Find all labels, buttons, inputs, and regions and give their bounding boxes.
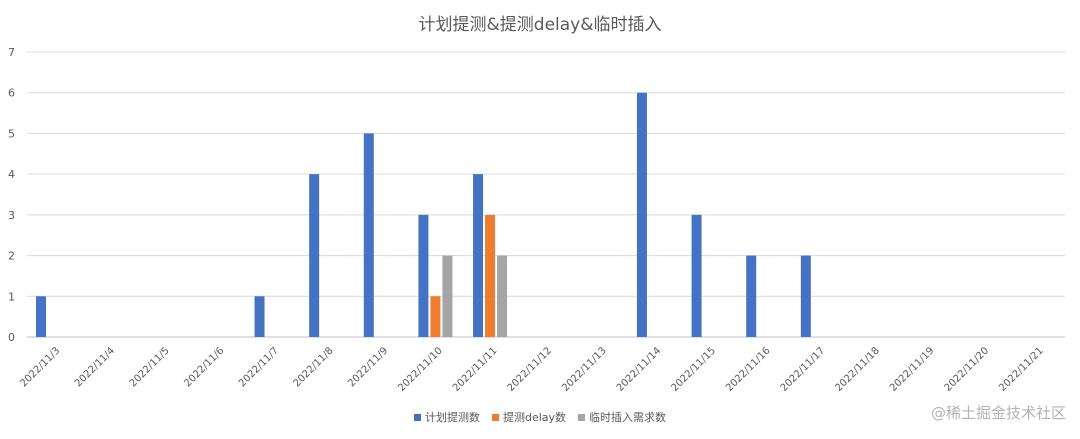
x-tick-label: 2022/11/12	[506, 345, 555, 394]
legend-label: 临时插入需求数	[589, 411, 667, 424]
y-tick-label: 4	[8, 168, 15, 181]
bar	[497, 255, 508, 337]
y-tick-label: 2	[8, 250, 15, 263]
y-tick-label: 6	[8, 87, 15, 100]
bar	[800, 255, 811, 337]
x-tick-label: 2022/11/10	[396, 345, 445, 394]
y-tick-label: 0	[8, 331, 15, 344]
x-tick-label: 2022/11/5	[128, 345, 172, 389]
legend-item: 临时插入需求数	[578, 409, 666, 425]
x-tick-label: 2022/11/13	[560, 345, 609, 394]
bar	[418, 214, 429, 337]
legend-label: 提测delay数	[502, 411, 567, 424]
bar	[36, 296, 46, 337]
legend-label: 计划提测数	[424, 411, 480, 424]
x-tick-label: 2022/11/9	[346, 345, 390, 389]
bar	[442, 255, 453, 337]
chart-title: 计划提测&提测delay&临时插入	[418, 15, 662, 35]
x-tick-label: 2022/11/21	[997, 345, 1046, 394]
chart-legend: 计划提测数 提测delay数 临时插入需求数	[0, 409, 1080, 425]
bar	[691, 214, 702, 337]
x-tick-label: 2022/11/20	[943, 345, 992, 394]
legend-swatch	[578, 413, 586, 421]
legend-swatch	[413, 413, 421, 421]
y-tick-label: 5	[8, 127, 15, 140]
x-tick-label: 2022/11/19	[888, 345, 937, 394]
x-tick-label: 2022/11/11	[451, 345, 500, 394]
bar	[254, 296, 265, 337]
bar	[485, 214, 496, 337]
bar	[636, 92, 647, 337]
bar	[746, 255, 757, 337]
legend-item: 计划提测数	[413, 409, 480, 425]
x-tick-label: 2022/11/8	[292, 345, 336, 389]
legend-swatch	[491, 413, 499, 421]
x-tick-label: 2022/11/6	[182, 345, 226, 389]
bar	[473, 174, 484, 337]
y-tick-label: 7	[8, 46, 15, 59]
x-tick-label: 2022/11/17	[779, 345, 828, 394]
bar	[430, 296, 441, 337]
x-tick-label: 2022/11/15	[669, 345, 718, 394]
y-tick-label: 1	[8, 290, 15, 303]
x-tick-label: 2022/11/4	[73, 345, 117, 389]
bar	[309, 174, 320, 337]
x-tick-label: 2022/11/16	[724, 345, 773, 394]
x-tick-label: 2022/11/14	[615, 345, 664, 394]
x-tick-label: 2022/11/7	[237, 345, 281, 389]
x-tick-label: 2022/11/18	[833, 345, 882, 394]
bar	[363, 133, 374, 337]
watermark: @稀土掘金技术社区	[930, 404, 1066, 422]
y-tick-label: 3	[8, 209, 15, 222]
x-tick-label: 2022/11/3	[18, 345, 62, 389]
legend-item: 提测delay数	[491, 409, 567, 425]
